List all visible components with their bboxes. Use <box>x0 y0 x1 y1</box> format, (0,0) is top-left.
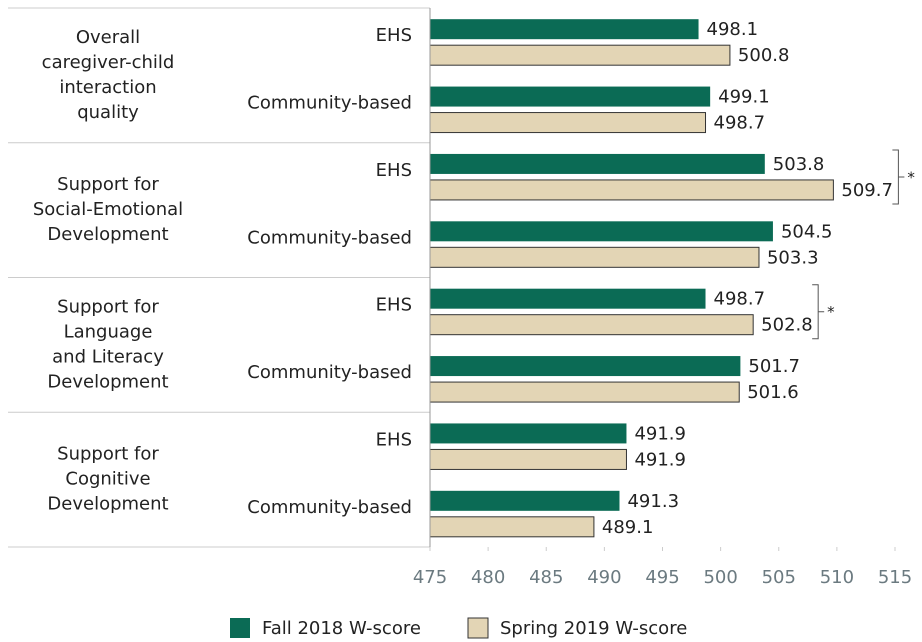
value-label: 502.8 <box>761 315 813 336</box>
value-label: 491.9 <box>634 423 686 444</box>
x-tick-label: 475 <box>413 567 447 588</box>
bar <box>430 153 765 174</box>
bar <box>430 221 773 242</box>
bar <box>429 246 760 268</box>
x-tick-label: 480 <box>471 567 505 588</box>
x-tick-label: 490 <box>587 567 621 588</box>
category-label: EHS <box>376 429 412 450</box>
legend-label: Spring 2019 W-score <box>500 618 687 639</box>
group-label: Cognitive <box>65 469 150 490</box>
group-label: quality <box>77 102 139 123</box>
bar <box>429 516 595 538</box>
value-label: 491.9 <box>634 449 686 470</box>
x-tick-label: 485 <box>529 567 563 588</box>
significance-bracket <box>812 284 825 340</box>
bar <box>430 423 627 444</box>
group-label: Overall <box>76 27 140 48</box>
value-label: 489.1 <box>602 517 654 538</box>
category-label: Community-based <box>247 93 412 114</box>
x-tick-label: 515 <box>878 567 912 588</box>
value-label: 499.1 <box>718 87 770 108</box>
bar <box>429 381 740 403</box>
value-label: 503.3 <box>767 247 819 268</box>
category-label: EHS <box>376 25 412 46</box>
significance-bracket <box>892 149 905 205</box>
bar <box>430 288 706 309</box>
value-label: 504.5 <box>781 221 833 242</box>
group-label: and Literacy <box>52 346 164 367</box>
legend-swatch <box>467 617 489 639</box>
value-label: 498.7 <box>714 289 766 310</box>
x-tick-label: 500 <box>703 567 737 588</box>
bar <box>429 112 707 134</box>
value-label: 491.3 <box>627 491 679 512</box>
value-label: 501.7 <box>748 356 800 377</box>
x-tick-label: 495 <box>645 567 679 588</box>
group-label: Development <box>47 371 168 392</box>
group-label: Support for <box>57 296 159 317</box>
group-label: interaction <box>59 77 156 98</box>
value-label: 498.1 <box>707 19 759 40</box>
bar <box>430 356 741 377</box>
group-label: Social-Emotional <box>33 199 183 220</box>
value-label: 500.8 <box>738 45 790 66</box>
category-label: Community-based <box>247 227 412 248</box>
group-label: Support for <box>57 444 159 465</box>
group-label: Development <box>47 224 168 245</box>
x-tick-label: 505 <box>762 567 796 588</box>
group-label: caregiver-child <box>42 52 175 73</box>
bar <box>429 179 834 201</box>
x-tick-label: 510 <box>820 567 854 588</box>
legend-swatch <box>230 618 250 638</box>
bar <box>430 490 620 511</box>
group-label: Support for <box>57 174 159 195</box>
group-label: Development <box>47 494 168 515</box>
value-label: 509.7 <box>841 180 893 201</box>
legend-label: Fall 2018 W-score <box>262 618 421 639</box>
category-label: Community-based <box>247 362 412 383</box>
value-label: 501.6 <box>747 382 799 403</box>
bar <box>429 314 754 336</box>
value-label: 503.8 <box>773 154 825 175</box>
category-label: EHS <box>376 160 412 181</box>
bar <box>429 44 731 66</box>
group-label: Language <box>64 321 153 342</box>
significance-label: * <box>907 168 915 186</box>
bar <box>430 19 699 40</box>
category-label: Community-based <box>247 497 412 518</box>
bar <box>430 86 711 107</box>
significance-label: * <box>827 303 835 321</box>
bar <box>429 448 627 470</box>
value-label: 498.7 <box>714 113 766 134</box>
category-label: EHS <box>376 295 412 316</box>
